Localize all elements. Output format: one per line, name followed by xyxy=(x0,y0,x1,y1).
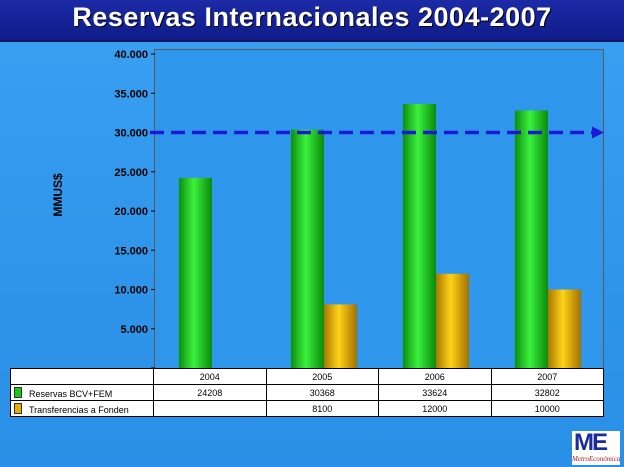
reference-arrowhead xyxy=(592,126,604,139)
data-table: 2004 2005 2006 2007 Reservas BCV+FEM 242… xyxy=(10,368,604,417)
y-tick-label: 40.000 xyxy=(114,49,148,61)
metroeconomica-logo: ME MetroEconómica xyxy=(572,431,620,465)
bars xyxy=(179,104,581,368)
y-tick-label: 20.000 xyxy=(114,206,148,218)
bar-reservas xyxy=(291,129,324,368)
y-tick-label: 35.000 xyxy=(114,88,148,100)
title-band: Reservas Internacionales 2004-2007 xyxy=(0,0,624,42)
y-tick-label: 15.000 xyxy=(114,245,148,257)
category-cell: 2004 xyxy=(153,368,267,385)
data-label xyxy=(153,400,267,417)
y-axis: -5.00010.00015.00020.00025.00030.00035.0… xyxy=(114,49,155,375)
data-label: 24208 xyxy=(153,384,267,401)
y-tick-label: 5.000 xyxy=(120,324,148,336)
y-tick-label: 25.000 xyxy=(114,167,148,179)
legend-key-gold xyxy=(14,402,22,414)
series-label: Transferencias a Fonden xyxy=(29,404,129,415)
table-header-row: 2004 2005 2006 2007 xyxy=(10,368,604,385)
data-label: 8100 xyxy=(265,400,379,417)
category-cell: 2005 xyxy=(265,368,379,385)
chart-title: Reservas Internacionales 2004-2007 xyxy=(72,2,552,32)
category-cell: 2007 xyxy=(490,368,604,385)
legend-entry-reservas: Reservas BCV+FEM xyxy=(10,384,154,401)
y-axis-label: MMUS$ xyxy=(51,173,65,217)
bar-reservas xyxy=(515,110,548,368)
category-cell: 2006 xyxy=(378,368,492,385)
bar-reservas xyxy=(179,177,212,368)
data-label: 30368 xyxy=(265,384,379,401)
logo-text: MetroEconómica xyxy=(572,455,621,463)
bar-transferencias xyxy=(436,273,469,368)
legend-entry-transferencias: Transferencias a Fonden xyxy=(10,400,154,417)
bar-transferencias xyxy=(548,289,581,368)
reference-line xyxy=(150,126,604,139)
series-label: Reservas BCV+FEM xyxy=(29,388,113,399)
data-label: 12000 xyxy=(378,400,492,417)
table-row: Transferencias a Fonden 8100 12000 10000 xyxy=(10,400,604,417)
bar-transferencias xyxy=(324,304,357,368)
logo-mark: ME xyxy=(574,429,608,456)
data-label: 10000 xyxy=(490,400,604,417)
bar-reservas xyxy=(403,104,436,368)
table-corner-cell xyxy=(10,368,154,385)
y-tick-label: 10.000 xyxy=(114,285,148,297)
table-row: Reservas BCV+FEM 24208 30368 33624 32802 xyxy=(10,384,604,401)
data-label: 32802 xyxy=(490,384,604,401)
y-tick-label: 30.000 xyxy=(114,128,148,140)
legend-key-green xyxy=(14,386,22,398)
data-label: 33624 xyxy=(378,384,492,401)
